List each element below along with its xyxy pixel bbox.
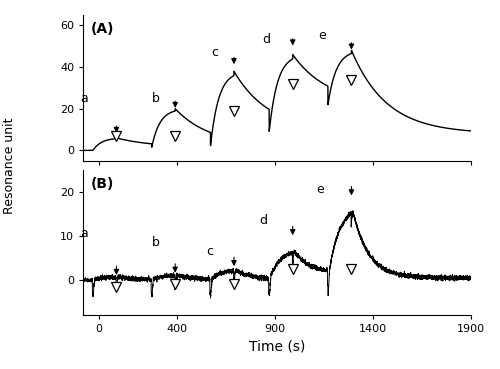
Text: a: a bbox=[80, 227, 88, 240]
Text: (A): (A) bbox=[91, 22, 114, 36]
X-axis label: Time (s): Time (s) bbox=[249, 340, 305, 354]
Text: c: c bbox=[206, 245, 213, 258]
Text: e: e bbox=[316, 183, 324, 196]
Text: e: e bbox=[318, 29, 326, 42]
Text: a: a bbox=[80, 92, 88, 104]
Text: b: b bbox=[152, 236, 160, 249]
Text: b: b bbox=[152, 92, 160, 104]
Text: d: d bbox=[262, 33, 270, 46]
Text: Resonance unit: Resonance unit bbox=[4, 118, 16, 214]
Text: c: c bbox=[211, 46, 218, 59]
Text: (B): (B) bbox=[91, 177, 114, 191]
Text: d: d bbox=[260, 214, 268, 227]
